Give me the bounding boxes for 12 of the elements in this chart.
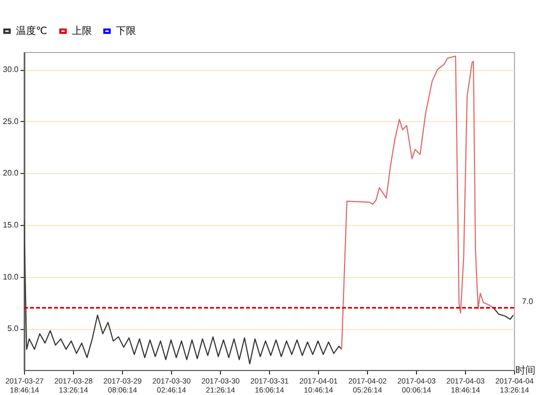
legend-label: 下限 <box>116 26 136 38</box>
y-tick-label: 25.0 <box>2 116 20 126</box>
y-tick-label: 20.0 <box>2 168 20 178</box>
legend-label: 温度℃ <box>16 25 48 38</box>
y-tick-label: 30.0 <box>2 65 20 74</box>
line-series <box>341 56 494 350</box>
legend-label: 上限 <box>72 25 92 38</box>
x-axis-title: 时间 <box>516 364 536 376</box>
y-tick-label: 10.0 <box>2 272 20 282</box>
y-tick-label: 5.0 <box>7 324 20 334</box>
y-tick-label: 15.0 <box>2 220 20 230</box>
annotation: 7.0 <box>522 296 534 306</box>
